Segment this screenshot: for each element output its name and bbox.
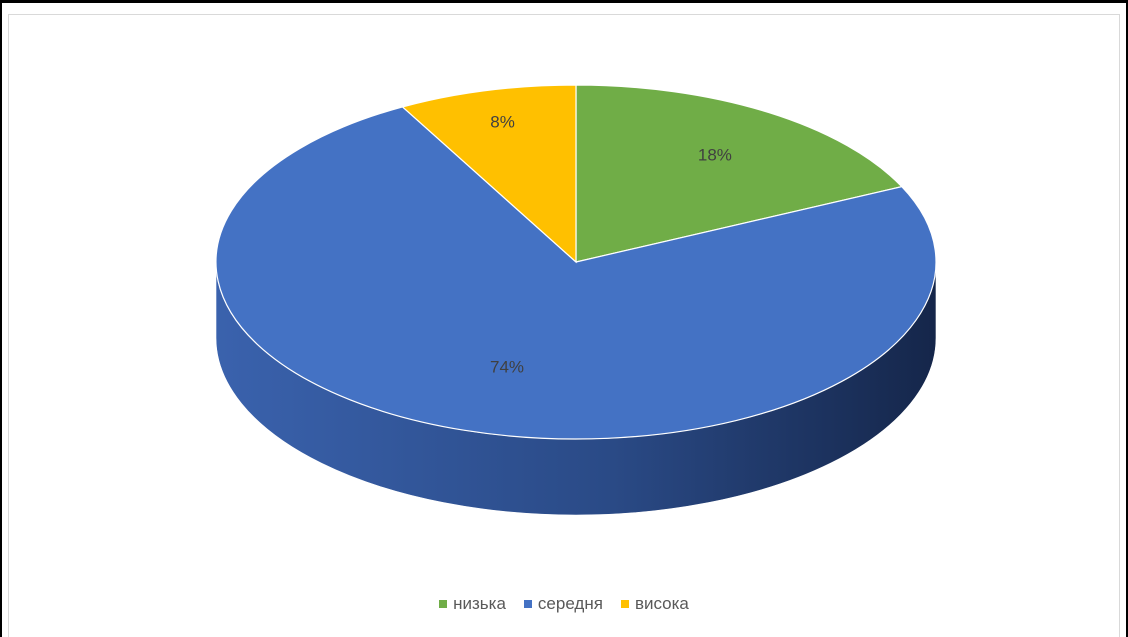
legend-label-high: висока <box>634 594 689 613</box>
legend-item-high: висока <box>620 594 689 614</box>
legend-item-medium: середня <box>523 594 603 614</box>
chart-area <box>8 14 1120 637</box>
legend-swatch-high <box>620 600 629 608</box>
legend-label-medium: середня <box>537 594 603 613</box>
data-label-low: 18% <box>698 145 732 164</box>
legend-item-low: низька <box>439 594 506 614</box>
legend: низька середня висока <box>0 594 1128 614</box>
data-label-high: 8% <box>490 112 515 131</box>
pie-data-labels: 18% 74% 8% <box>490 112 732 376</box>
legend-swatch-medium <box>523 600 532 608</box>
legend-swatch-low <box>439 600 448 608</box>
data-label-medium: 74% <box>490 357 524 376</box>
pie-top <box>215 84 937 440</box>
pie-slice-high <box>401 84 577 264</box>
pie-slice-low <box>575 84 903 263</box>
pie-slice-medium <box>215 106 937 440</box>
legend-label-low: низька <box>453 594 506 613</box>
